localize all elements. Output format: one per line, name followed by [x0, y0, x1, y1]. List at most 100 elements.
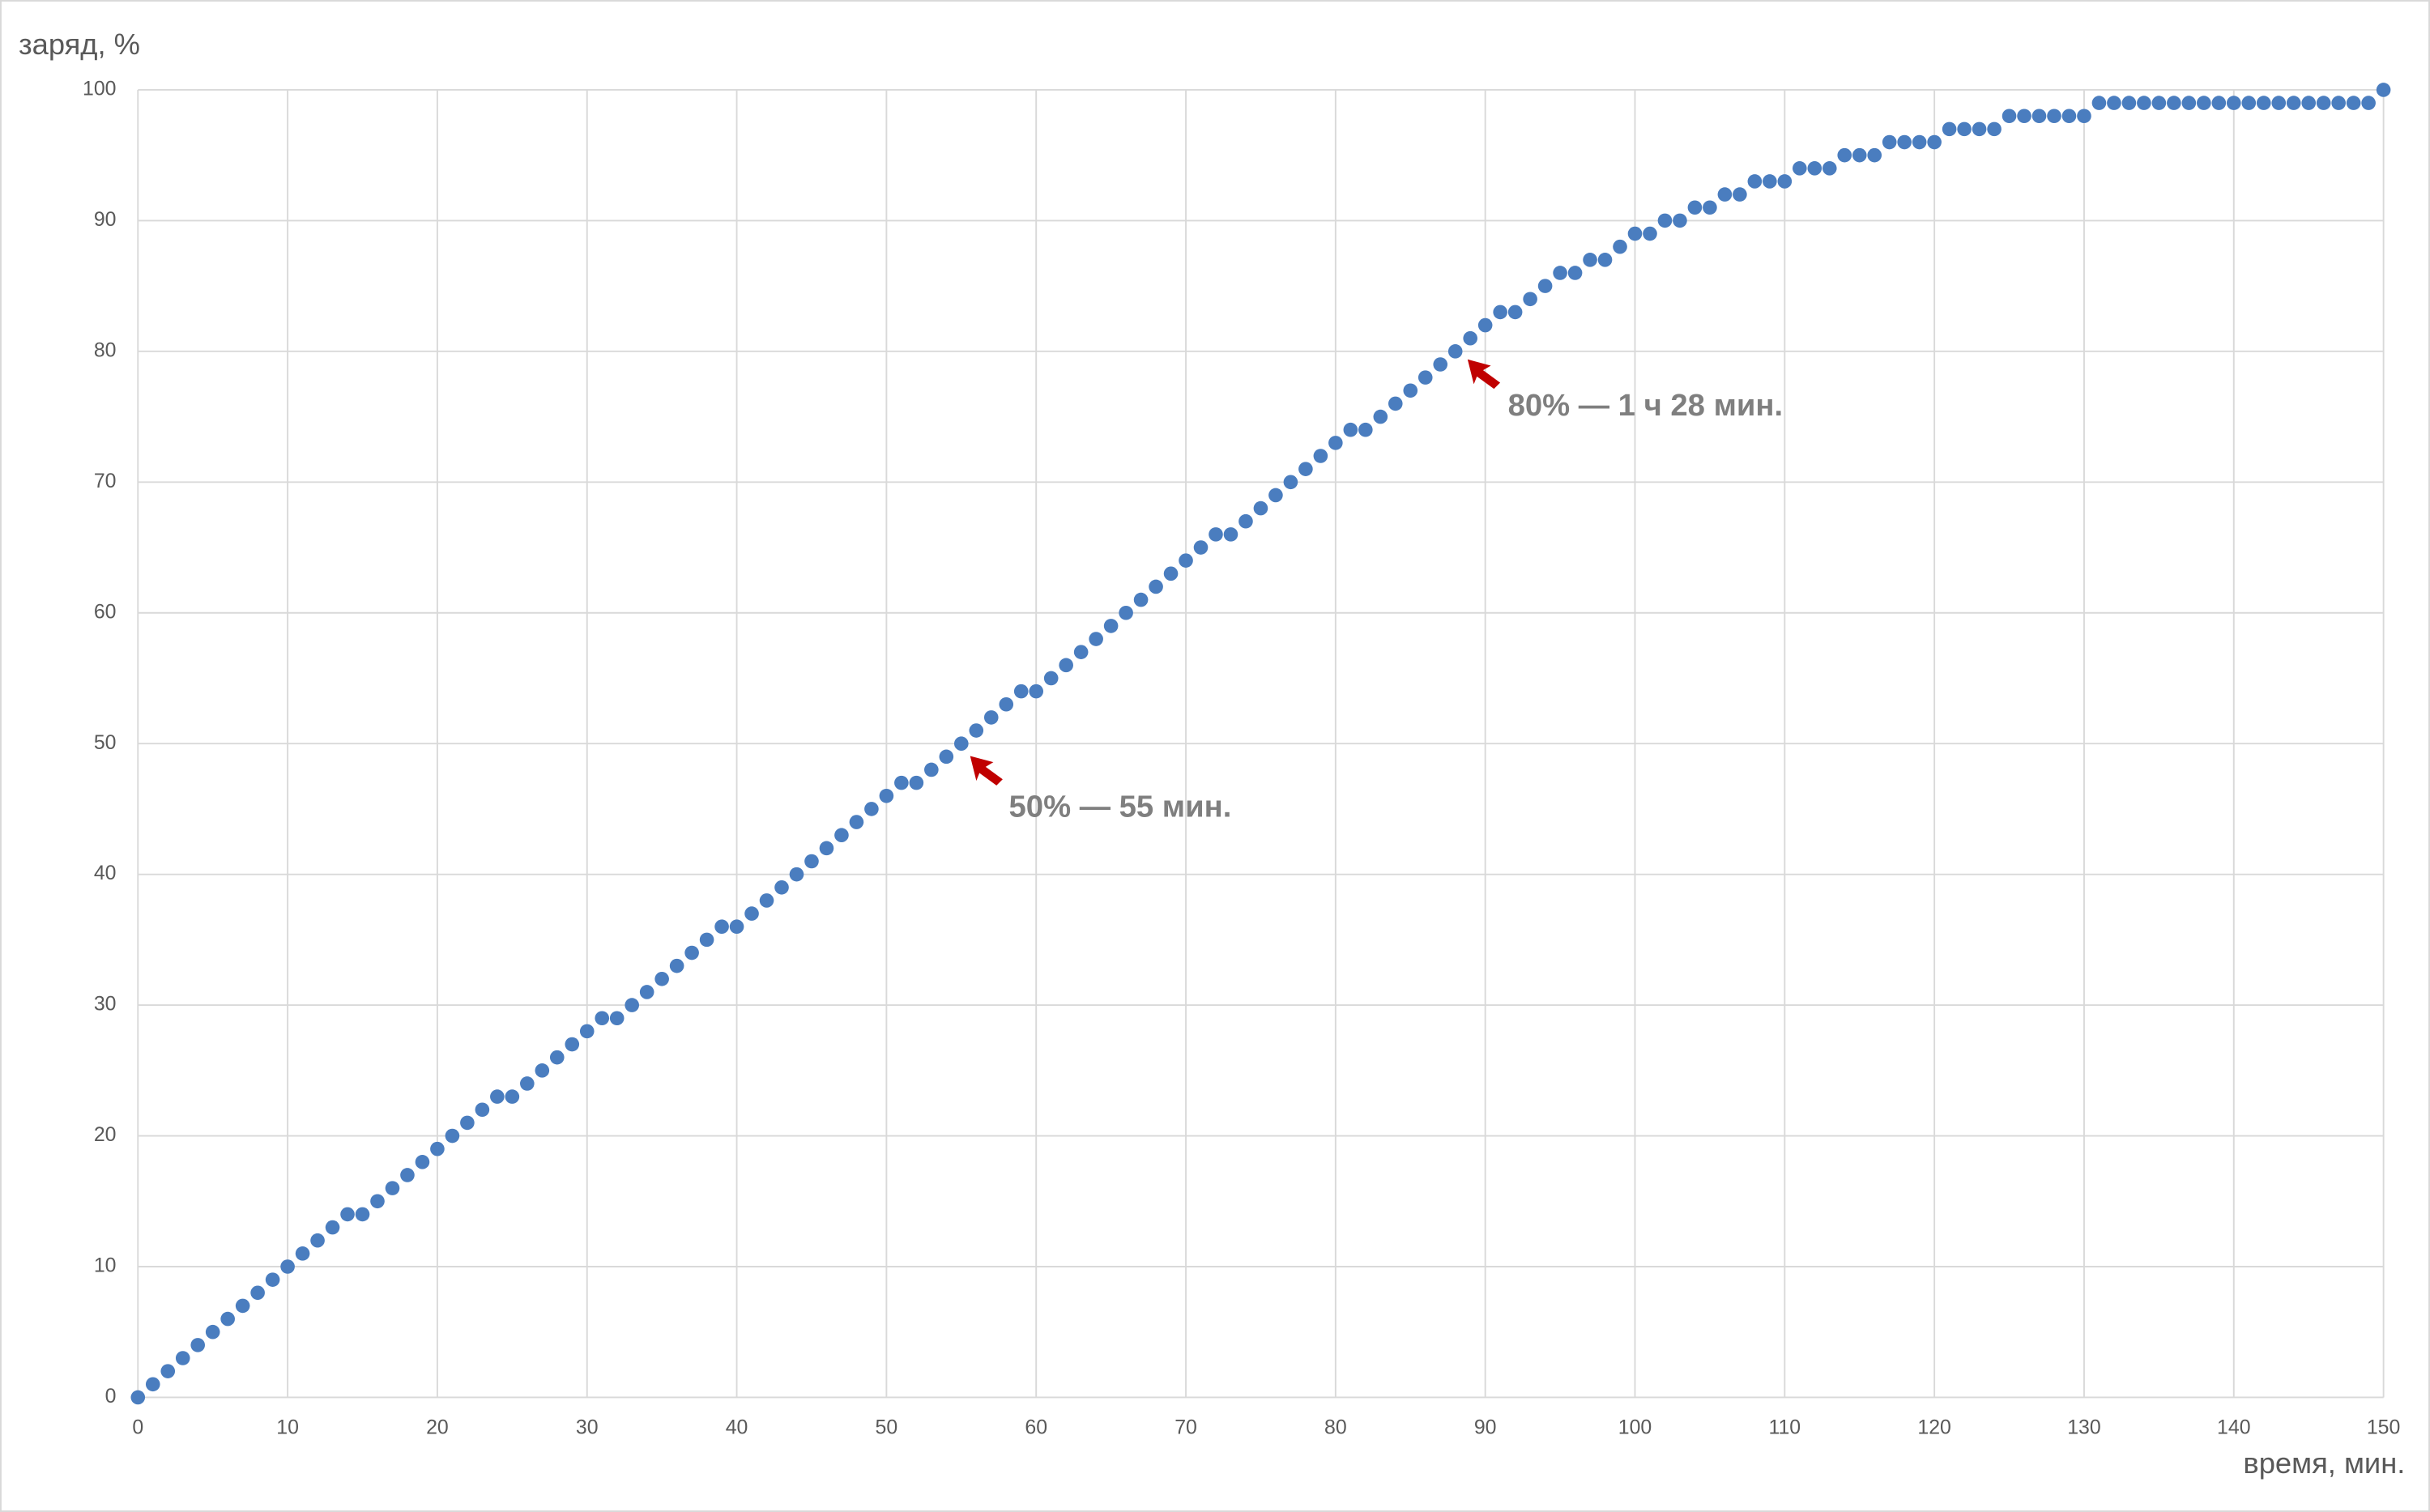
point — [1089, 632, 1103, 646]
point — [595, 1011, 610, 1026]
point — [2241, 96, 2257, 110]
point — [2181, 96, 2197, 110]
point — [1418, 370, 1433, 385]
x-tick-label: 130 — [2067, 1416, 2100, 1438]
x-tick-label: 140 — [2217, 1416, 2250, 1438]
point — [625, 998, 639, 1012]
point — [924, 762, 939, 777]
point — [370, 1194, 385, 1209]
point — [475, 1102, 490, 1118]
point — [460, 1115, 475, 1131]
point — [220, 1311, 235, 1327]
point — [2271, 96, 2287, 110]
point — [2256, 96, 2271, 110]
point — [1673, 213, 1687, 228]
point — [1103, 619, 1119, 633]
x-tick-label: 60 — [1025, 1416, 1047, 1438]
y-tick-label: 50 — [94, 731, 117, 754]
point — [1373, 409, 1388, 424]
annotation: 50% — 55 мин. — [1009, 790, 1232, 824]
point — [1163, 566, 1179, 581]
point — [355, 1207, 370, 1222]
point — [2002, 109, 2017, 124]
point — [1912, 134, 1927, 150]
x-tick-label: 10 — [276, 1416, 299, 1438]
point — [819, 841, 834, 856]
point — [1403, 383, 1418, 398]
x-tick-label: 40 — [726, 1416, 748, 1438]
point — [1583, 253, 1597, 267]
point — [385, 1181, 400, 1195]
point — [430, 1141, 445, 1156]
point — [1507, 305, 1523, 320]
point — [1807, 161, 1823, 176]
point — [2077, 109, 2091, 124]
point — [1717, 187, 1733, 202]
y-tick-label: 70 — [94, 470, 117, 492]
point — [1613, 239, 1627, 254]
point — [879, 788, 894, 803]
x-tick-label: 110 — [1768, 1416, 1801, 1438]
point — [744, 906, 759, 921]
point — [1867, 147, 1882, 163]
point — [445, 1128, 460, 1144]
point — [1328, 436, 1343, 450]
point — [1043, 671, 1059, 686]
point — [1537, 279, 1553, 293]
point — [1942, 121, 1957, 137]
point — [1358, 422, 1373, 437]
point — [1223, 527, 1238, 542]
point — [849, 815, 864, 829]
point — [340, 1207, 355, 1222]
point — [1897, 134, 1912, 150]
x-tick-label: 120 — [1917, 1416, 1950, 1438]
point — [2286, 96, 2301, 110]
point — [1792, 161, 1807, 176]
point — [1687, 200, 1703, 215]
point — [2061, 109, 2077, 124]
y-tick-label: 20 — [94, 1123, 117, 1146]
point — [1987, 121, 2002, 137]
point — [549, 1050, 565, 1065]
x-tick-label: 80 — [1324, 1416, 1347, 1438]
point — [1343, 422, 1358, 437]
point — [804, 854, 819, 869]
point — [1493, 305, 1507, 320]
point — [1253, 500, 1268, 516]
point — [864, 802, 879, 816]
point — [2316, 96, 2331, 110]
point — [310, 1233, 325, 1248]
point — [684, 945, 699, 960]
x-tick-label: 20 — [426, 1416, 449, 1438]
point — [2331, 96, 2346, 110]
point — [1133, 592, 1149, 607]
point — [983, 710, 999, 725]
x-tick-label: 70 — [1174, 1416, 1197, 1438]
point — [759, 893, 774, 908]
point — [2107, 96, 2121, 110]
point — [1477, 317, 1493, 333]
point — [789, 867, 804, 882]
point — [1463, 330, 1477, 346]
point — [1433, 357, 1448, 372]
point — [2361, 96, 2376, 110]
point — [2197, 96, 2211, 110]
point — [2017, 109, 2031, 124]
point — [505, 1089, 520, 1104]
point — [1972, 121, 1987, 137]
point — [1013, 684, 1029, 699]
y-tick-label: 0 — [105, 1385, 117, 1408]
point — [1447, 344, 1463, 359]
point — [1852, 147, 1867, 163]
point — [2346, 96, 2361, 110]
point — [1193, 540, 1209, 555]
point — [1283, 475, 1298, 490]
point — [2047, 109, 2061, 124]
point — [2301, 96, 2316, 110]
point — [609, 1011, 625, 1026]
point — [190, 1338, 206, 1352]
y-axis-title: заряд, % — [19, 28, 140, 61]
